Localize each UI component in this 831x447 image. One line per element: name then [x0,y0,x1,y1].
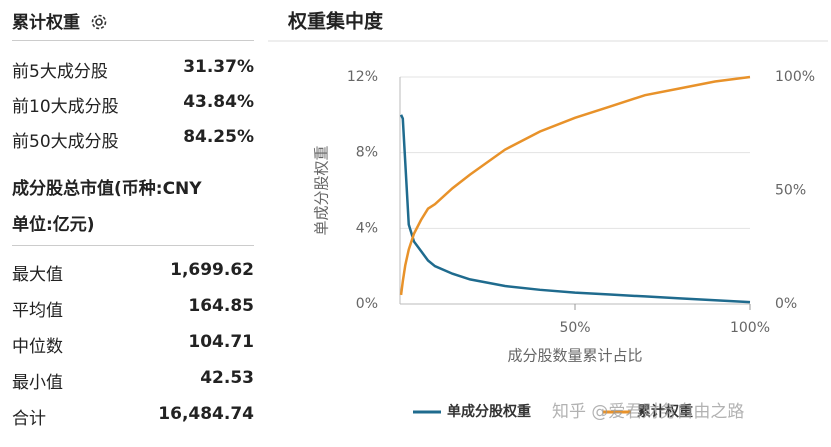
panel-title-text: 累计权重 [12,13,80,33]
x-tick-label: 100% [730,320,770,336]
row-label: 合计 [12,409,46,429]
stat-row: 中位数 104.71 [12,332,254,357]
section-title: 单位:亿元) [12,215,95,235]
weight-panel: 累计权重 前5大成分股 31.37% 前10大成分股 43.84% 前50大成分股 8… [0,0,258,447]
row-label: 前50大成分股 [12,132,119,152]
panel-title: 累计权重 [12,8,108,33]
y2-tick-label: 100% [775,69,815,85]
row-value: 84.25% [183,127,254,147]
top-row: 前5大成分股 31.37% [12,57,254,82]
top-row: 前10大成分股 43.84% [12,92,254,117]
row-value: 31.37% [183,57,254,77]
chart: 权重集中度 0% 4% 8% 12% 0% 50% 100% 50% 100% 成分股数量累计占比… [268,10,828,422]
row-value: 42.53 [200,368,254,388]
stat-row: 合计 16,484.74 [12,404,254,429]
chart-title: 权重集中度 [287,10,384,33]
x-tick-label: 50% [559,320,590,336]
row-value: 16,484.74 [158,404,254,424]
row-label: 最大值 [12,265,63,285]
row-value: 43.84% [183,92,254,112]
stat-row: 最大值 1,699.62 [12,260,254,285]
legend-label: 累计权重 [637,403,693,420]
top-row: 前50大成分股 84.25% [12,127,254,152]
series-line [399,114,751,304]
y-tick-label: 0% [356,296,378,312]
row-value: 1,699.62 [170,260,254,280]
y2-tick-label: 0% [775,296,797,312]
row-label: 中位数 [12,337,63,357]
row-label: 前10大成分股 [12,97,119,117]
stat-row: 最小值 42.53 [12,368,254,393]
y-tick-label: 8% [356,145,378,161]
separator [12,40,254,41]
stat-row: 平均值 164.85 [12,296,254,321]
y-axis-label: 单成分股权重 [313,145,331,235]
row-label: 最小值 [12,373,63,393]
row-label: 平均值 [12,301,63,321]
section-title: 成分股总市值(币种:CNY [12,179,202,199]
series-line [399,75,751,296]
row-value: 164.85 [188,296,254,316]
legend-label: 单成分股权重 [447,403,531,420]
watermark: 知乎 @爱君财务自由之路 [552,402,744,422]
separator [12,245,254,246]
settings-icon[interactable] [90,13,108,31]
row-value: 104.71 [188,332,254,352]
row-label: 前5大成分股 [12,62,108,82]
y-tick-label: 12% [347,69,378,85]
x-axis-label: 成分股数量累计占比 [507,347,642,365]
y-tick-label: 4% [356,220,378,236]
y2-tick-label: 50% [775,183,806,199]
